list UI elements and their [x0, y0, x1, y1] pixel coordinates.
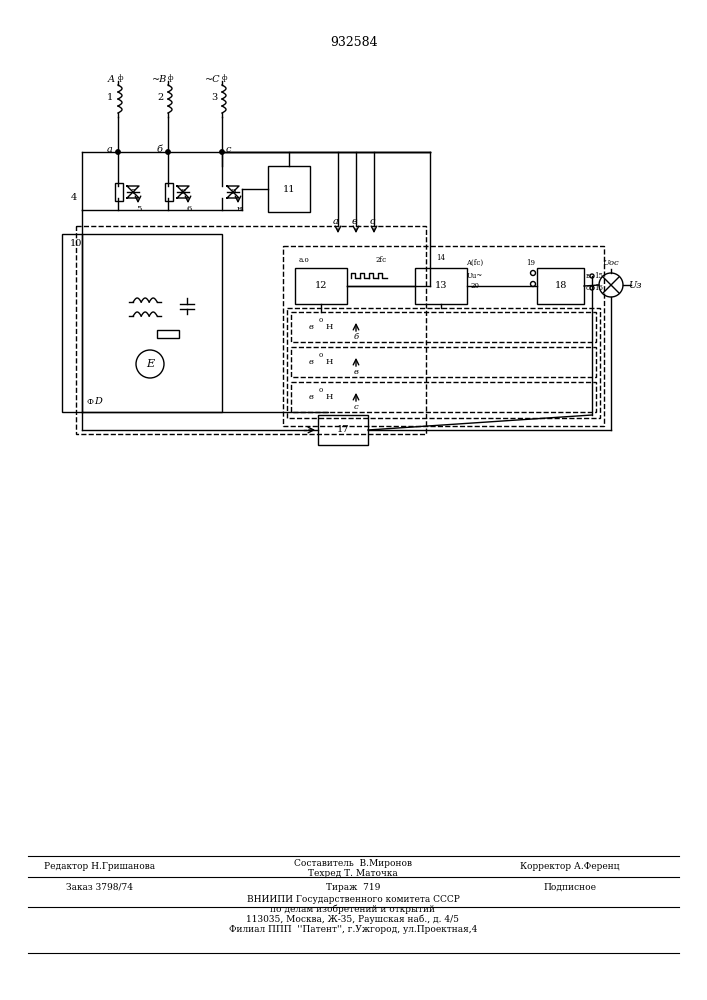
Bar [115, 183, 123, 201]
Bar [76, 226, 426, 434]
Text: Филиал ППП  ''Патент'', г.Ужгород, ул.Проектная,4: Филиал ППП ''Патент'', г.Ужгород, ул.Про… [229, 926, 477, 934]
Text: 1: 1 [107, 94, 113, 103]
Text: 2fc: 2fc [375, 256, 387, 264]
Bar [62, 234, 222, 412]
Text: Подписное: Подписное [544, 882, 597, 892]
Bar [291, 312, 596, 342]
Text: о: о [319, 386, 323, 394]
Text: Редактор Н.Гришанова: Редактор Н.Гришанова [45, 862, 156, 871]
Bar [537, 268, 584, 304]
Text: 20: 20 [470, 282, 479, 290]
Text: 18: 18 [554, 282, 567, 290]
Text: в: в [351, 218, 357, 227]
Text: Uu~: Uu~ [467, 272, 483, 280]
Circle shape [220, 150, 224, 154]
Text: 932584: 932584 [330, 35, 378, 48]
Text: ф: ф [117, 74, 123, 82]
Text: H: H [325, 323, 333, 331]
Text: 9: 9 [230, 188, 235, 196]
Text: ~B: ~B [153, 75, 168, 84]
Text: в: в [354, 368, 358, 376]
Text: 2: 2 [157, 94, 163, 103]
Text: c: c [226, 144, 230, 153]
Text: a.o: a.o [299, 256, 310, 264]
Bar [287, 308, 600, 418]
Text: A: A [107, 75, 115, 84]
Text: c: c [369, 218, 375, 227]
Bar [268, 166, 310, 212]
Text: 13: 13 [435, 282, 448, 290]
Text: 19: 19 [527, 259, 535, 267]
Text: ф: ф [168, 74, 173, 82]
Text: a: a [333, 218, 339, 227]
Bar [156, 330, 179, 338]
Bar [283, 246, 604, 426]
Text: 15: 15 [594, 272, 603, 280]
Bar [295, 268, 347, 304]
Text: в: в [308, 393, 313, 401]
Text: б: б [157, 144, 163, 153]
Bar [165, 183, 173, 201]
Text: 5: 5 [136, 205, 141, 213]
Text: 4: 4 [71, 192, 77, 202]
Text: 7: 7 [130, 188, 136, 196]
Text: н: н [236, 205, 242, 213]
Text: Uос: Uос [602, 259, 619, 267]
Bar [291, 347, 596, 377]
Text: 3: 3 [211, 94, 217, 103]
Text: 14: 14 [436, 254, 445, 262]
Text: 10: 10 [70, 239, 83, 248]
Bar [318, 415, 368, 445]
Circle shape [116, 150, 120, 154]
Text: о: о [319, 351, 323, 359]
Text: E: E [146, 359, 154, 369]
Text: 12: 12 [315, 282, 327, 290]
Circle shape [166, 150, 170, 154]
Text: Uз: Uз [629, 280, 642, 290]
Text: по делам изобретений и открытий: по делам изобретений и открытий [271, 904, 436, 914]
Text: a: a [107, 144, 113, 153]
Text: c: c [354, 403, 358, 411]
Text: H: H [325, 358, 333, 366]
Text: A(fc): A(fc) [467, 259, 484, 267]
Text: ф: ф [221, 74, 227, 82]
Text: Заказ 3798/74: Заказ 3798/74 [66, 882, 134, 892]
Text: Тираж  719: Тираж 719 [326, 882, 380, 892]
Text: D: D [94, 397, 102, 406]
Text: Техред Т. Маточка: Техред Т. Маточка [308, 869, 398, 879]
Text: 6: 6 [187, 205, 192, 213]
Text: 16: 16 [594, 284, 603, 292]
Text: ВНИИПИ Государственного комитета СССР: ВНИИПИ Государственного комитета СССР [247, 894, 460, 904]
Text: Ф: Ф [86, 398, 93, 406]
Text: о: о [319, 316, 323, 324]
Text: 8: 8 [180, 188, 186, 196]
Text: в: в [308, 358, 313, 366]
Text: Составитель  В.Миронов: Составитель В.Миронов [294, 859, 412, 868]
Text: 11: 11 [283, 184, 296, 194]
Text: в: в [308, 323, 313, 331]
Bar [291, 382, 596, 412]
Bar [415, 268, 467, 304]
Text: Корректор А.Ференц: Корректор А.Ференц [520, 862, 620, 871]
Text: ~C: ~C [205, 75, 221, 84]
Text: 17: 17 [337, 426, 349, 434]
Text: 113035, Москва, Ж-35, Раушская наб., д. 4/5: 113035, Москва, Ж-35, Раушская наб., д. … [247, 914, 460, 924]
Text: б: б [354, 333, 358, 341]
Text: в: в [586, 272, 590, 280]
Text: H: H [325, 393, 333, 401]
Text: c: c [586, 284, 590, 292]
